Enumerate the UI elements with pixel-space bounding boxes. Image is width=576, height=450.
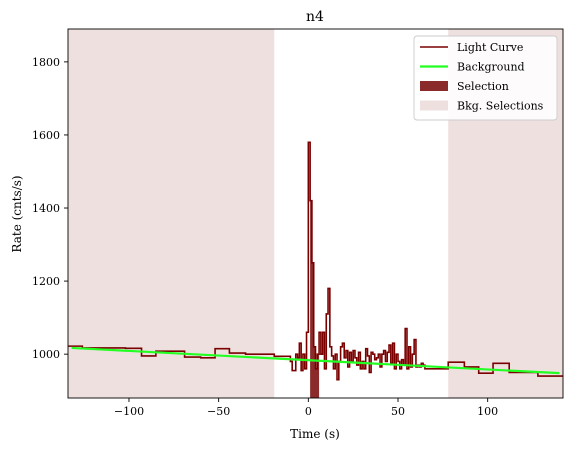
light-curve-series bbox=[68, 141, 563, 381]
legend: Light Curve Background Selection Bkg. Selec… bbox=[413, 35, 558, 121]
y-tick-label: 1000 bbox=[32, 348, 60, 361]
chart-title: n4 bbox=[306, 9, 324, 25]
x-tick-label: 0 bbox=[305, 405, 312, 418]
y-tick-label: 1200 bbox=[32, 275, 60, 288]
y-tick-label: 1800 bbox=[32, 56, 60, 69]
axes-frame bbox=[67, 28, 564, 399]
x-tick-label: −100 bbox=[114, 405, 144, 418]
legend-swatch-patch bbox=[420, 81, 448, 91]
x-tick-label: 50 bbox=[391, 405, 405, 418]
x-tick-label: −50 bbox=[207, 405, 230, 418]
legend-label: Background bbox=[457, 61, 525, 74]
legend-label: Bkg. Selections bbox=[457, 100, 544, 113]
legend-label: Selection bbox=[457, 80, 509, 93]
x-tick-label: 100 bbox=[477, 405, 498, 418]
selection-region bbox=[310, 200, 320, 398]
y-axis-label: Rate (cnts/s) bbox=[10, 175, 24, 252]
legend-label: Light Curve bbox=[457, 41, 523, 54]
legend-box bbox=[413, 35, 558, 121]
legend-swatch-patch bbox=[420, 100, 448, 111]
x-axis-label: Time (s) bbox=[290, 427, 340, 441]
background-series bbox=[71, 346, 560, 375]
y-tick-label: 1600 bbox=[32, 129, 60, 142]
y-tick-label: 1400 bbox=[32, 202, 60, 215]
bkg-selection-region bbox=[68, 29, 275, 398]
axes: −100 −50 0 50 100 1000 1200 1400 1600 1800 bbox=[32, 28, 564, 418]
